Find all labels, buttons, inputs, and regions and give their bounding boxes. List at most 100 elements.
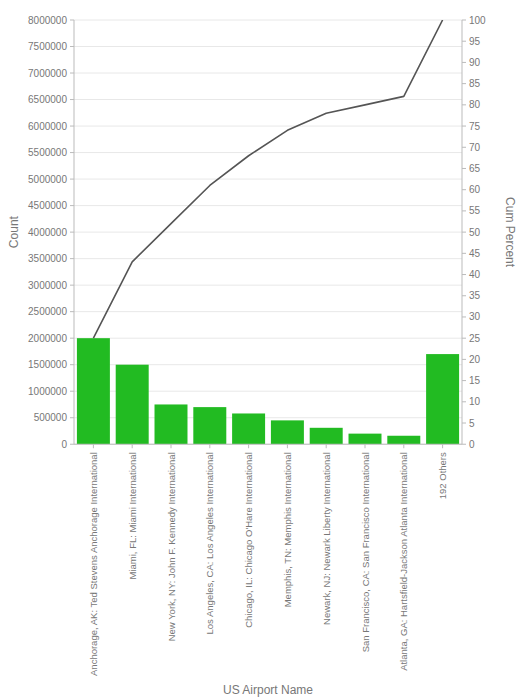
y2-tick <box>462 62 466 63</box>
bar <box>116 365 149 445</box>
y2-tick <box>462 401 466 402</box>
x-tick-labels: Anchorage, AK: Ted Stevens Anchorage Int… <box>88 452 448 676</box>
y2-tick-label: 0 <box>469 439 475 450</box>
grid-line <box>74 20 462 21</box>
grid-line <box>74 232 462 233</box>
y-tick-label: 8000000 <box>28 15 67 26</box>
x-tick <box>248 444 249 448</box>
y-tick <box>70 391 74 392</box>
y-tick-label: 3000000 <box>28 280 67 291</box>
y-tick <box>70 126 74 127</box>
y-tick-label: 6000000 <box>28 121 67 132</box>
y2-tick <box>462 168 466 169</box>
x-tick-label: New York, NY: John F. Kennedy Internatio… <box>166 452 177 641</box>
x-tick-label: Anchorage, AK: Ted Stevens Anchorage Int… <box>88 452 99 676</box>
y2-tick <box>462 189 466 190</box>
x-tick-label: Los Angeles, CA: Los Angeles Internation… <box>204 452 215 634</box>
y2-tick <box>462 147 466 148</box>
x-tick-label: Chicago, IL: Chicago O'Hare Internationa… <box>243 452 254 628</box>
y-tick-label: 7000000 <box>28 68 67 79</box>
x-tick <box>171 444 172 448</box>
y2-tick-label: 70 <box>469 142 481 153</box>
y2-tick <box>462 253 466 254</box>
y-tick-label: 4500000 <box>28 200 67 211</box>
y2-tick-label: 90 <box>469 57 481 68</box>
grid-line <box>74 285 462 286</box>
grid-line <box>74 205 462 206</box>
y-tick <box>70 46 74 47</box>
y-tick-label: 1000000 <box>28 386 67 397</box>
x-tick-label: Atlanta, GA: Hartsfield-Jackson Atlanta … <box>398 452 409 671</box>
y-tick-label: 6500000 <box>28 94 67 105</box>
y2-tick-label: 75 <box>469 121 481 132</box>
bar <box>426 354 459 444</box>
bar <box>310 428 343 444</box>
y-tick-label: 5000000 <box>28 174 67 185</box>
y2-tick-label: 60 <box>469 184 481 195</box>
y2-axis-label: Cum Percent <box>503 197 517 268</box>
y-tick-label: 500000 <box>34 412 68 423</box>
bar <box>349 434 382 445</box>
grid-line <box>74 152 462 153</box>
y2-tick-label: 25 <box>469 333 481 344</box>
y2-tick-label: 5 <box>469 418 475 429</box>
grid-line <box>74 126 462 127</box>
grid-line <box>74 258 462 259</box>
y2-tick <box>462 316 466 317</box>
y-axis-label: Count <box>7 215 21 248</box>
cumulative-line <box>93 20 442 338</box>
y-tick-label: 2000000 <box>28 333 67 344</box>
y-tick <box>70 285 74 286</box>
y2-tick <box>462 126 466 127</box>
chart: Anchorage, AK: Ted Stevens Anchorage Int… <box>0 0 522 700</box>
y2-tick-label: 10 <box>469 396 481 407</box>
y-tick <box>70 417 74 418</box>
x-tick <box>132 444 133 448</box>
grid-line <box>74 73 462 74</box>
y-tick-label: 0 <box>61 439 67 450</box>
y-tick <box>70 258 74 259</box>
axes: 0500000100000015000002000000250000030000… <box>28 15 486 450</box>
y-tick-label: 7500000 <box>28 41 67 52</box>
y2-tick-label: 100 <box>469 15 486 26</box>
y2-tick <box>462 338 466 339</box>
y2-tick-label: 50 <box>469 227 481 238</box>
y-tick <box>70 99 74 100</box>
grid-line <box>74 338 462 339</box>
bar <box>387 436 420 444</box>
y2-tick-label: 80 <box>469 99 481 110</box>
bar <box>271 420 304 444</box>
x-tick <box>326 444 327 448</box>
grid-line <box>74 311 462 312</box>
y2-tick <box>462 380 466 381</box>
y-tick <box>70 232 74 233</box>
x-tick-label: Memphis, TN: Memphis International <box>282 452 293 607</box>
bar <box>77 338 110 444</box>
y2-tick <box>462 210 466 211</box>
grid-line <box>74 179 462 180</box>
y2-tick <box>462 423 466 424</box>
y-tick <box>70 311 74 312</box>
y2-tick <box>462 444 466 445</box>
bar <box>155 404 188 444</box>
y-tick <box>70 338 74 339</box>
x-tick <box>442 444 443 448</box>
y-tick <box>70 152 74 153</box>
y-tick <box>70 205 74 206</box>
x-tick <box>93 444 94 448</box>
y2-tick-label: 20 <box>469 354 481 365</box>
x-tick <box>209 444 210 448</box>
y2-tick-label: 30 <box>469 311 481 322</box>
y-tick-label: 4000000 <box>28 227 67 238</box>
y-tick <box>70 364 74 365</box>
y2-tick-label: 85 <box>469 78 481 89</box>
x-tick <box>365 444 366 448</box>
y2-tick-label: 45 <box>469 248 481 259</box>
grid-line <box>74 46 462 47</box>
y-tick <box>70 444 74 445</box>
y2-tick <box>462 359 466 360</box>
y2-tick-label: 55 <box>469 205 481 216</box>
x-tick <box>287 444 288 448</box>
y2-tick-label: 15 <box>469 375 481 386</box>
y2-tick <box>462 295 466 296</box>
